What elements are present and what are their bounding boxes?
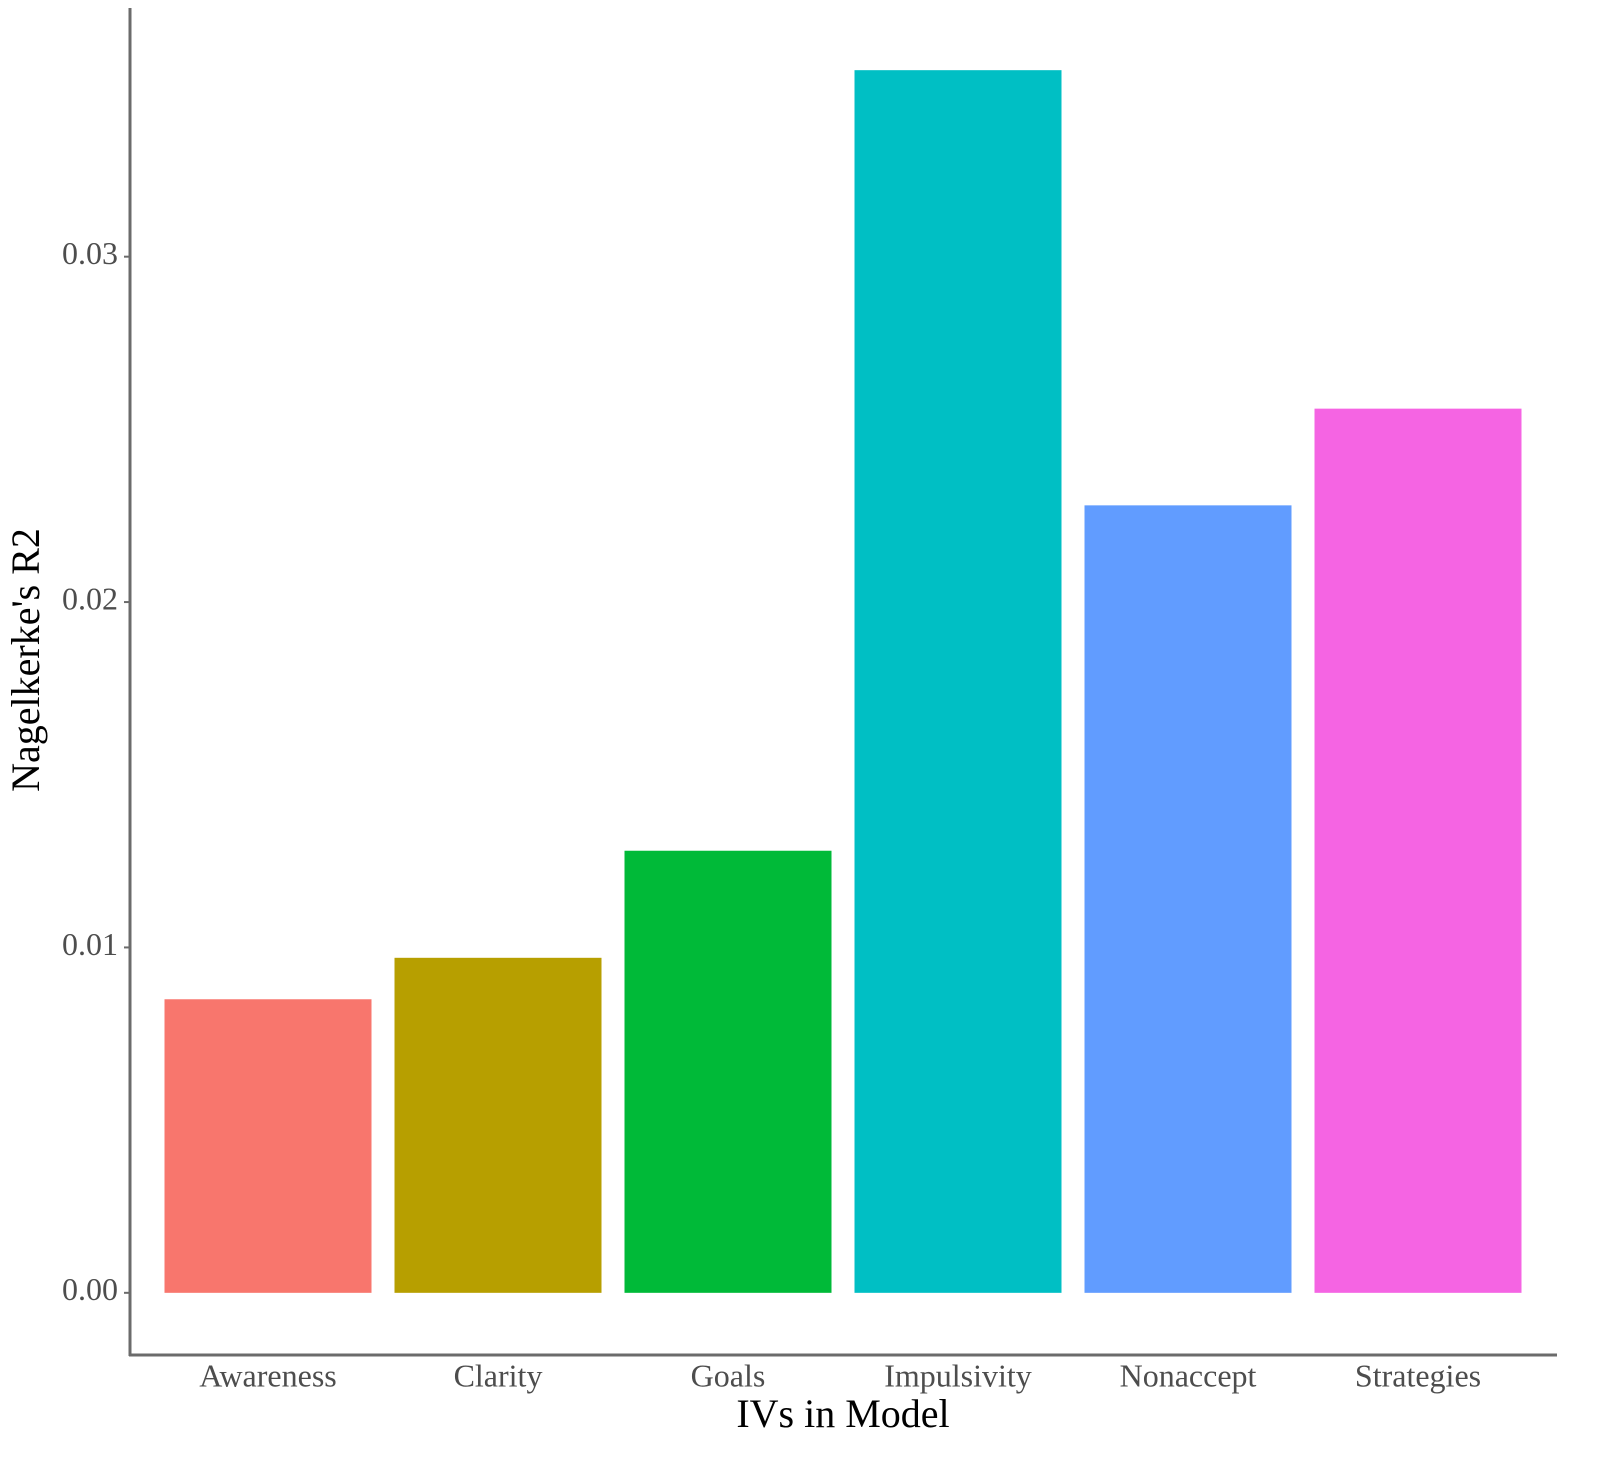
x-tick-label: Awareness	[199, 1357, 336, 1393]
x-tick-label: Goals	[691, 1357, 766, 1393]
bar	[1084, 505, 1292, 1293]
y-axis-title: Nagelkerke's R2	[3, 528, 48, 792]
x-tick-label: Clarity	[454, 1357, 543, 1393]
y-tick-label: 0.00	[62, 1271, 118, 1307]
bar	[1314, 408, 1522, 1293]
y-tick-label: 0.01	[62, 926, 118, 962]
bar	[164, 999, 372, 1293]
y-tick-label: 0.03	[62, 235, 118, 271]
x-tick-label: Impulsivity	[884, 1357, 1032, 1393]
x-tick-label: Strategies	[1355, 1357, 1481, 1393]
bar	[624, 850, 832, 1293]
bar	[394, 957, 602, 1293]
x-axis-title: IVs in Model	[736, 1391, 949, 1436]
bar	[854, 70, 1062, 1293]
x-tick-label: Nonaccept	[1120, 1357, 1257, 1393]
y-tick-label: 0.02	[62, 580, 118, 616]
